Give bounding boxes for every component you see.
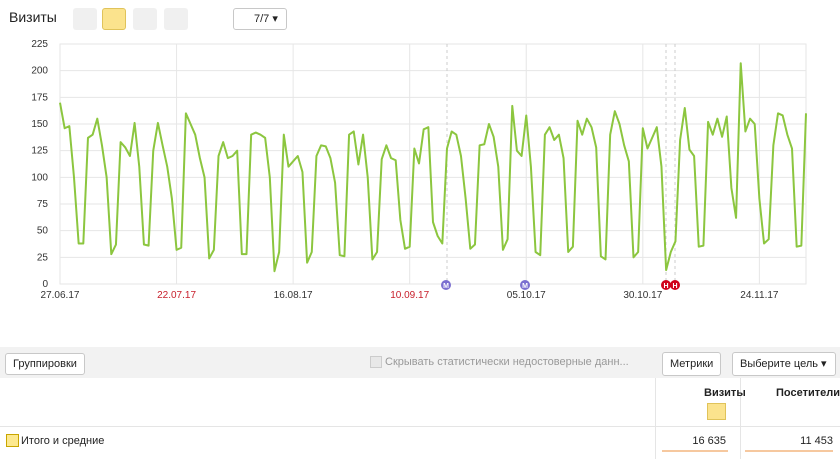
row-label: Итого и средние (21, 435, 105, 447)
annotation-label: Н (672, 283, 677, 290)
goal-label: Выберите цель (740, 358, 818, 370)
annotation-marker[interactable] (520, 280, 530, 290)
x-tick-label: 16.08.17 (274, 290, 313, 301)
annotation-label: М (443, 283, 449, 290)
hide-unreliable-label: Скрывать статистически недостоверные дан… (385, 356, 629, 368)
chart-toggle[interactable] (814, 403, 833, 420)
y-tick-label: 225 (31, 39, 48, 50)
y-tick-label: 100 (31, 172, 48, 183)
annotation-label: М (522, 283, 528, 290)
checkbox-checked[interactable] (6, 434, 19, 447)
icon-button[interactable] (73, 8, 97, 30)
groupings-button[interactable]: Группировки (5, 353, 85, 375)
y-tick-label: 50 (37, 226, 49, 237)
column-header[interactable]: Посетители (776, 387, 840, 399)
x-tick-label: 30.10.17 (623, 290, 662, 301)
y-tick-label: 75 (37, 199, 49, 210)
x-tick-label: 24.11.17 (740, 290, 779, 301)
x-tick-label: 27.06.17 (41, 290, 80, 301)
y-tick-label: 200 (31, 66, 48, 77)
row-divider (0, 426, 840, 427)
icon-button[interactable] (133, 8, 157, 30)
icon-button[interactable] (164, 8, 188, 30)
icon-button-active[interactable] (102, 8, 126, 30)
value-bar (745, 450, 833, 452)
y-tick-label: 175 (31, 92, 48, 103)
cell-value: 11 453 (800, 435, 833, 447)
series-line (59, 62, 807, 273)
checkbox[interactable] (370, 356, 382, 368)
column-divider (740, 378, 741, 459)
metrics-button[interactable]: Метрики (662, 352, 722, 376)
goal-dropdown[interactable]: Выберите цель ▾ (732, 352, 836, 376)
annotation-marker[interactable] (441, 280, 451, 290)
annotation-label: Н (663, 283, 668, 290)
x-tick-label: 10.09.17 (390, 290, 429, 301)
x-tick-label: 05.10.17 (507, 290, 546, 301)
chart-title: Визиты (9, 9, 57, 25)
x-tick-label: 22.07.17 (157, 290, 196, 301)
annotation-marker[interactable] (661, 280, 671, 290)
annotations-dropdown[interactable]: 7/7 ▾ (233, 8, 287, 30)
y-tick-label: 125 (31, 146, 48, 157)
column-header[interactable]: Визиты (704, 387, 746, 399)
icon-button[interactable] (196, 8, 220, 30)
y-tick-label: 25 (37, 252, 49, 263)
chart-toggle-active[interactable] (707, 403, 726, 420)
column-divider (655, 378, 656, 459)
cell-value: 16 635 (692, 435, 726, 447)
annotation-marker[interactable] (670, 280, 680, 290)
chart: 0 25 50 75 100 125 150 175 200 225 27.06.17 22.07.1… (31, 39, 807, 301)
y-tick-label: 0 (42, 279, 48, 290)
counter: 7/7 (254, 13, 270, 25)
value-bar (662, 450, 728, 452)
y-tick-label: 150 (31, 119, 48, 130)
